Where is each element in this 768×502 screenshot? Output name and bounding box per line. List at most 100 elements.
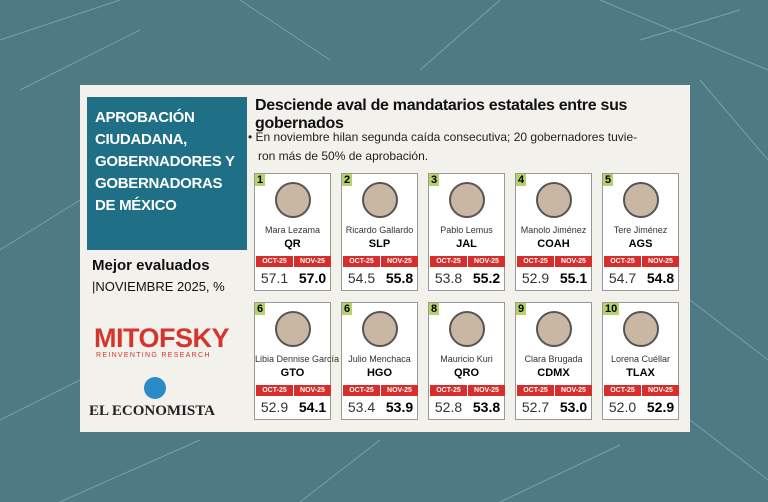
nov-value: 55.2 <box>472 270 501 286</box>
note-line: • En noviembre hilan segunda caída conse… <box>248 130 638 144</box>
sidebar-title-line: GOBERNADORES Y <box>95 153 235 170</box>
oct-value: 57.1 <box>260 270 289 286</box>
brand: MITOFSKY <box>94 323 230 353</box>
sidebar-title-line: GOBERNADORAS <box>95 175 223 192</box>
avatar <box>449 311 485 347</box>
column-label: NOV-25 <box>555 385 592 396</box>
rank: 8 <box>429 303 440 315</box>
oct-value: 53.4 <box>347 399 376 415</box>
governor-name: Pablo Lemus <box>440 225 493 235</box>
nov-value: 52.9 <box>646 399 675 415</box>
rank: 4 <box>516 174 527 186</box>
state: JAL <box>456 238 477 250</box>
avatar <box>275 182 311 218</box>
column-label: NOV-25 <box>642 385 679 396</box>
avatar <box>362 311 398 347</box>
note: • En noviembre hilan segunda caída conse… <box>248 128 638 166</box>
oct-value: 53.8 <box>434 270 463 286</box>
state: QR <box>284 238 301 250</box>
column-label: NOV-25 <box>381 385 418 396</box>
governor-name: Mauricio Kuri <box>440 354 493 364</box>
column-label: OCT-25 <box>604 385 641 396</box>
avatar <box>449 182 485 218</box>
oct-value: 52.8 <box>434 399 463 415</box>
governor-card: 9 Clara Brugada CDMX OCT-25 NOV-25 52.7 53.0 <box>515 302 592 420</box>
infographic: APROBACIÓN CIUDADANA, GOBERNADORES Y GOBERN… <box>80 85 690 432</box>
governor-card: 8 Mauricio Kuri QRO OCT-25 NOV-25 52.8 53.8 <box>428 302 505 420</box>
sidebar-title: APROBACIÓN CIUDADANA, GOBERNADORES Y GOBERN… <box>87 97 247 250</box>
state: HGO <box>366 367 393 379</box>
nov-value: 57.0 <box>298 270 327 286</box>
column-label: OCT-25 <box>256 385 293 396</box>
headline: Desciende aval de mandatarios estatales … <box>255 97 628 132</box>
governor-name: Tere Jiménez <box>613 225 668 235</box>
governor-name: Manolo Jiménez <box>520 225 587 235</box>
state: COAH <box>537 238 570 250</box>
oct-value: 52.7 <box>521 399 550 415</box>
column-label: OCT-25 <box>517 256 554 267</box>
column-label: OCT-25 <box>517 385 554 396</box>
avatar <box>536 182 572 218</box>
governor-name: Clara Brugada <box>524 354 583 364</box>
column-label: NOV-25 <box>381 256 418 267</box>
rank: 2 <box>342 174 353 186</box>
nov-value: 54.1 <box>298 399 327 415</box>
governor-card: 2 Ricardo Gallardo SLP OCT-25 NOV-25 54.5 55.8 <box>341 173 418 291</box>
oct-value: 54.7 <box>608 270 637 286</box>
oct-value: 52.0 <box>608 399 637 415</box>
column-label: NOV-25 <box>642 256 679 267</box>
rank: 1 <box>255 174 266 186</box>
sidebar-title-line: DE MÉXICO <box>95 197 177 214</box>
rank: 6 <box>342 303 353 315</box>
oct-value: 54.5 <box>347 270 376 286</box>
rank: 10 <box>603 303 620 315</box>
nov-value: 53.8 <box>472 399 501 415</box>
column-label: OCT-25 <box>430 385 467 396</box>
avatar <box>623 311 659 347</box>
column-label: NOV-25 <box>468 385 505 396</box>
note-line: ron más de 50% de aprobación. <box>258 149 429 163</box>
column-label: OCT-25 <box>343 385 380 396</box>
nov-value: 55.8 <box>385 270 414 286</box>
oct-value: 52.9 <box>521 270 550 286</box>
governor-name: Libia Dennise García <box>255 354 340 364</box>
column-label: NOV-25 <box>294 256 331 267</box>
avatar <box>536 311 572 347</box>
governor-name: Lorena Cuéllar <box>610 354 671 364</box>
sidebar-title-line: APROBACIÓN <box>95 109 195 126</box>
governor-card: 1 Mara Lezama QR OCT-25 NOV-25 57.1 57.0 <box>254 173 331 291</box>
column-label: NOV-25 <box>468 256 505 267</box>
publisher: EL ECONOMISTA <box>89 403 215 419</box>
state: AGS <box>628 238 653 250</box>
state: TLAX <box>626 367 655 379</box>
avatar <box>623 182 659 218</box>
nov-value: 53.0 <box>559 399 588 415</box>
state: SLP <box>368 238 391 250</box>
publisher-logo <box>144 377 166 399</box>
period: |NOVIEMBRE 2025, % <box>92 279 225 294</box>
column-label: OCT-25 <box>430 256 467 267</box>
nov-value: 55.1 <box>559 270 588 286</box>
column-label: OCT-25 <box>604 256 641 267</box>
column-label: NOV-25 <box>555 256 592 267</box>
governor-card: 3 Pablo Lemus JAL OCT-25 NOV-25 53.8 55.2 <box>428 173 505 291</box>
rank: 5 <box>603 174 614 186</box>
nov-value: 53.9 <box>385 399 414 415</box>
rank: 9 <box>516 303 527 315</box>
rank: 6 <box>255 303 266 315</box>
subtitle: Mejor evaluados <box>92 257 210 274</box>
state: CDMX <box>537 367 570 379</box>
avatar <box>275 311 311 347</box>
avatar <box>362 182 398 218</box>
state: QRO <box>453 367 480 379</box>
governor-card: 6 Julio Menchaca HGO OCT-25 NOV-25 53.4 53.9 <box>341 302 418 420</box>
column-label: NOV-25 <box>294 385 331 396</box>
column-label: OCT-25 <box>256 256 293 267</box>
oct-value: 52.9 <box>260 399 289 415</box>
governor-name: Ricardo Gallardo <box>345 225 414 235</box>
governor-name: Mara Lezama <box>264 225 321 235</box>
governor-card: 10 Lorena Cuéllar TLAX OCT-25 NOV-25 52.0 52.9 <box>602 302 679 420</box>
governor-name: Julio Menchaca <box>348 354 411 364</box>
